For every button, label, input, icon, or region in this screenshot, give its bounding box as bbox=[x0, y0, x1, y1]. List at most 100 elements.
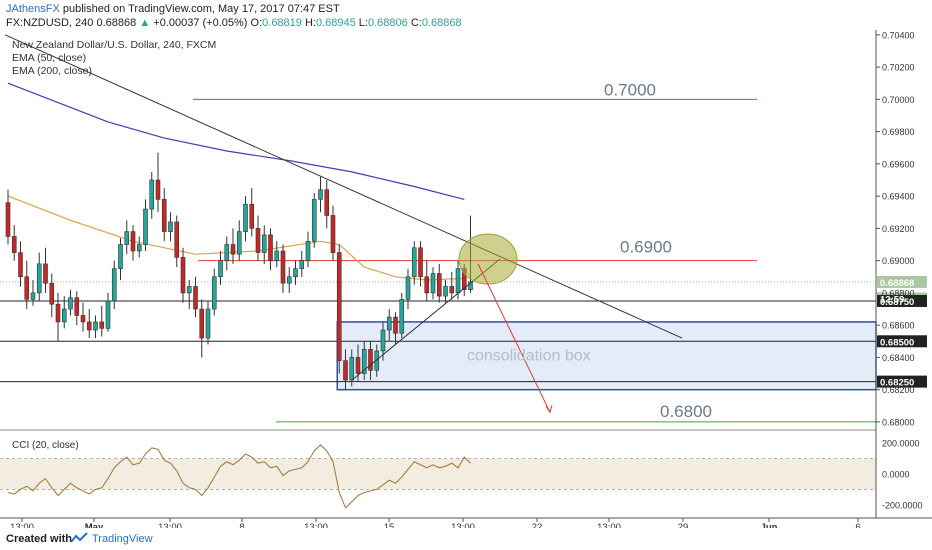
candle-body bbox=[43, 263, 48, 284]
candle-body bbox=[436, 273, 442, 297]
price-label-bg bbox=[877, 375, 927, 388]
x-tick-label: 13:00 bbox=[10, 522, 34, 528]
candle-body bbox=[130, 231, 136, 252]
candle-body bbox=[430, 273, 436, 294]
y-tick-label: 0.70400 bbox=[882, 30, 915, 40]
x-tick-label: Jun bbox=[761, 522, 778, 528]
close-label: C: bbox=[410, 17, 422, 29]
candle-body bbox=[11, 236, 17, 253]
ohlc-line: FX:NZDUSD, 240 0.68868 ▲ +0.00037 (+0.05… bbox=[6, 17, 462, 29]
candle-body bbox=[80, 315, 86, 323]
highlight-circle bbox=[458, 233, 518, 285]
candle-body bbox=[224, 244, 230, 261]
candle-body bbox=[361, 349, 367, 374]
cci-tick-label: 200.0000 bbox=[882, 439, 920, 449]
candle-body bbox=[86, 321, 92, 331]
candle-body bbox=[336, 252, 342, 361]
candle-body bbox=[374, 350, 380, 371]
cci-band bbox=[0, 458, 876, 490]
candle-body bbox=[236, 231, 242, 255]
candle-body bbox=[274, 250, 280, 261]
candle-body bbox=[368, 349, 373, 371]
candle-body bbox=[330, 215, 336, 253]
labels: 0.7000 0.6900 0.6800 consolidation box New Z… bbox=[10, 30, 922, 528]
y-tick-label: 0.68000 bbox=[882, 417, 915, 427]
candle-body bbox=[280, 250, 286, 284]
candle-body bbox=[455, 268, 461, 294]
chart-title: New Zealand Dollar/U.S. Dollar, 240, FXC… bbox=[12, 39, 216, 51]
candle-body bbox=[268, 234, 273, 261]
candle-body bbox=[293, 268, 298, 278]
candle-body bbox=[443, 286, 448, 297]
price-chart[interactable]: 0.7000 0.6900 0.6800 consolidation box New Z… bbox=[0, 30, 932, 528]
publish-line: JAthensFX published on TradingView.com, … bbox=[6, 3, 340, 15]
candle-body bbox=[405, 276, 411, 300]
author-link[interactable]: JAthensFX bbox=[6, 3, 60, 15]
candle-body bbox=[230, 244, 236, 255]
consolidation-box-label: consolidation box bbox=[467, 348, 591, 365]
candle-body bbox=[143, 208, 148, 245]
price-label: 0.68250 bbox=[880, 378, 914, 389]
candle-body bbox=[168, 221, 173, 232]
symbol-text: FX:NZDUSD, 240 bbox=[6, 17, 94, 29]
tradingview-brand[interactable]: TradingView bbox=[92, 533, 153, 545]
price-label: 12:59 bbox=[880, 295, 904, 306]
close-value: 0.68868 bbox=[421, 17, 462, 29]
candle-body bbox=[380, 329, 386, 352]
x-tick-label: 22 bbox=[532, 522, 543, 528]
candle-body bbox=[261, 234, 267, 253]
candle-body bbox=[149, 179, 155, 210]
x-tick-label: 15 bbox=[384, 522, 395, 528]
y-tick-label: 0.69400 bbox=[882, 192, 915, 202]
price-label: 0.68868 bbox=[880, 278, 914, 289]
candle-body bbox=[286, 276, 292, 284]
candle-body bbox=[393, 316, 398, 334]
candle-body bbox=[36, 263, 42, 294]
candle-body bbox=[186, 286, 192, 294]
candle-body bbox=[99, 321, 105, 329]
candle-body bbox=[468, 281, 473, 290]
price-label-bg bbox=[877, 275, 927, 288]
candle-body bbox=[161, 199, 167, 232]
candle-body bbox=[49, 282, 55, 305]
x-tick-label: 13:00 bbox=[451, 522, 475, 528]
descending-trendline bbox=[4, 34, 683, 339]
y-tick-label: 0.69200 bbox=[882, 224, 915, 234]
cci-line bbox=[7, 444, 471, 509]
ema-200-line bbox=[7, 82, 465, 200]
y-tick-label: 0.68800 bbox=[882, 288, 915, 298]
candle-body bbox=[5, 202, 11, 237]
candle-body bbox=[124, 231, 130, 245]
candle-body bbox=[243, 203, 248, 232]
main-pane[interactable] bbox=[0, 30, 877, 518]
candle-body bbox=[355, 357, 361, 374]
high-value: 0.68945 bbox=[315, 17, 356, 29]
price-label-bg bbox=[877, 294, 927, 307]
candle-body bbox=[318, 189, 323, 200]
consolidation-box bbox=[336, 321, 877, 391]
y-tick-label: 0.69000 bbox=[882, 256, 915, 266]
cci-title: CCI (20, close) bbox=[12, 440, 79, 451]
candle-body bbox=[249, 203, 255, 229]
chart-header: JAthensFX published on TradingView.com, … bbox=[0, 0, 932, 30]
open-value: 0.68819 bbox=[262, 17, 302, 29]
y-tick-label: 0.70000 bbox=[882, 95, 915, 105]
legend-ema200: EMA (200, close) bbox=[12, 65, 92, 77]
label-06900: 0.6900 bbox=[620, 238, 672, 257]
candle-body bbox=[424, 276, 430, 294]
y-tick-label: 0.69800 bbox=[882, 127, 915, 137]
legend-ema50: EMA (50, close) bbox=[12, 52, 86, 64]
change-value: +0.00037 (+0.05%) bbox=[153, 17, 248, 29]
x-tick-label: 8 bbox=[239, 522, 244, 528]
candle-body bbox=[18, 252, 23, 278]
high-label: H: bbox=[304, 17, 316, 29]
y-tick-label: 0.68600 bbox=[882, 321, 915, 331]
candle-body bbox=[386, 316, 392, 331]
up-arrow-icon: ▲ bbox=[139, 17, 151, 29]
low-value: 0.68806 bbox=[367, 17, 408, 29]
candle-body bbox=[324, 189, 330, 216]
candle-body bbox=[255, 228, 261, 253]
candle-body bbox=[218, 260, 223, 278]
cci-pane[interactable] bbox=[0, 444, 876, 509]
arrow-head-icon bbox=[545, 405, 553, 414]
